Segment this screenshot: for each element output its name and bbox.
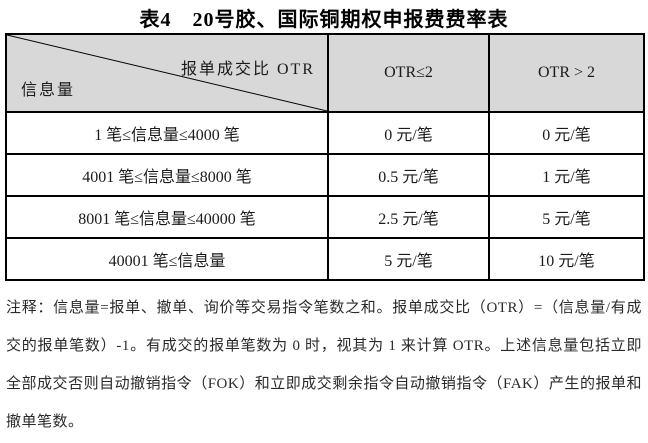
table-row: 1 笔≤信息量≤4000 笔 0 元/笔 0 元/笔 [5,111,645,155]
fee-rate-table: 报单成交比 OTR 信息量 OTR≤2 OTR > 2 1 笔≤信息量≤4000… [5,33,645,281]
corner-label-otr: 报单成交比 OTR [180,61,315,78]
volume-range-cell: 1 笔≤信息量≤4000 笔 [5,111,329,155]
fee-cell-otr-gt2: 10 元/笔 [488,237,645,281]
volume-range-cell: 8001 笔≤信息量≤40000 笔 [5,195,329,239]
header-row: 报单成交比 OTR 信息量 OTR≤2 OTR > 2 [5,33,645,113]
fee-cell-otr-gt2: 0 元/笔 [488,111,645,155]
column-header-otr-le2: OTR≤2 [327,33,490,113]
corner-header-cell: 报单成交比 OTR 信息量 [5,33,329,113]
table-row: 4001 笔≤信息量≤8000 笔 0.5 元/笔 1 元/笔 [5,153,645,197]
fee-cell-otr-le2: 2.5 元/笔 [327,195,490,239]
fee-cell-otr-le2: 0.5 元/笔 [327,153,490,197]
table-row: 40001 笔≤信息量 5 元/笔 10 元/笔 [5,237,645,281]
table-row: 8001 笔≤信息量≤40000 笔 2.5 元/笔 5 元/笔 [5,195,645,239]
column-header-otr-gt2: OTR > 2 [488,33,645,113]
fee-cell-otr-le2: 0 元/笔 [327,111,490,155]
fee-cell-otr-gt2: 5 元/笔 [488,195,645,239]
fee-cell-otr-le2: 5 元/笔 [327,237,490,281]
volume-range-cell: 40001 笔≤信息量 [5,237,329,281]
fee-cell-otr-gt2: 1 元/笔 [488,153,645,197]
corner-label-volume: 信息量 [21,82,76,99]
volume-range-cell: 4001 笔≤信息量≤8000 笔 [5,153,329,197]
footnote: 注释：信息量=报单、撤单、询价等交易指令笔数之和。报单成交比（OTR）=（信息量… [6,300,642,430]
diagonal-divider-line [7,35,327,111]
page-title: 表4 20号胶、国际铜期权申报费费率表 [139,9,509,31]
